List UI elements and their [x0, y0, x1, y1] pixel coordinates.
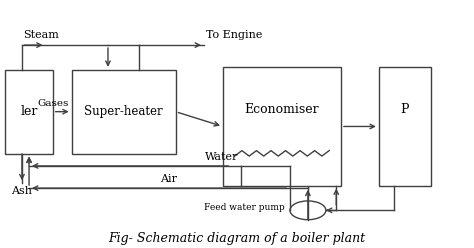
- Text: Ash: Ash: [11, 186, 32, 196]
- Text: Super-heater: Super-heater: [84, 105, 163, 118]
- Text: Steam: Steam: [23, 30, 59, 40]
- Text: To Engine: To Engine: [206, 30, 263, 40]
- Text: Feed water pump: Feed water pump: [204, 203, 285, 212]
- Text: P: P: [401, 103, 409, 116]
- Text: Water: Water: [205, 152, 238, 162]
- Text: Fig- Schematic diagram of a boiler plant: Fig- Schematic diagram of a boiler plant: [109, 232, 365, 245]
- FancyBboxPatch shape: [223, 67, 341, 186]
- FancyBboxPatch shape: [72, 70, 175, 154]
- Text: Economiser: Economiser: [245, 103, 319, 116]
- FancyBboxPatch shape: [379, 67, 431, 186]
- Text: Air: Air: [160, 174, 177, 185]
- Text: Gases: Gases: [38, 99, 69, 108]
- FancyBboxPatch shape: [5, 70, 53, 154]
- Text: ler: ler: [20, 105, 38, 118]
